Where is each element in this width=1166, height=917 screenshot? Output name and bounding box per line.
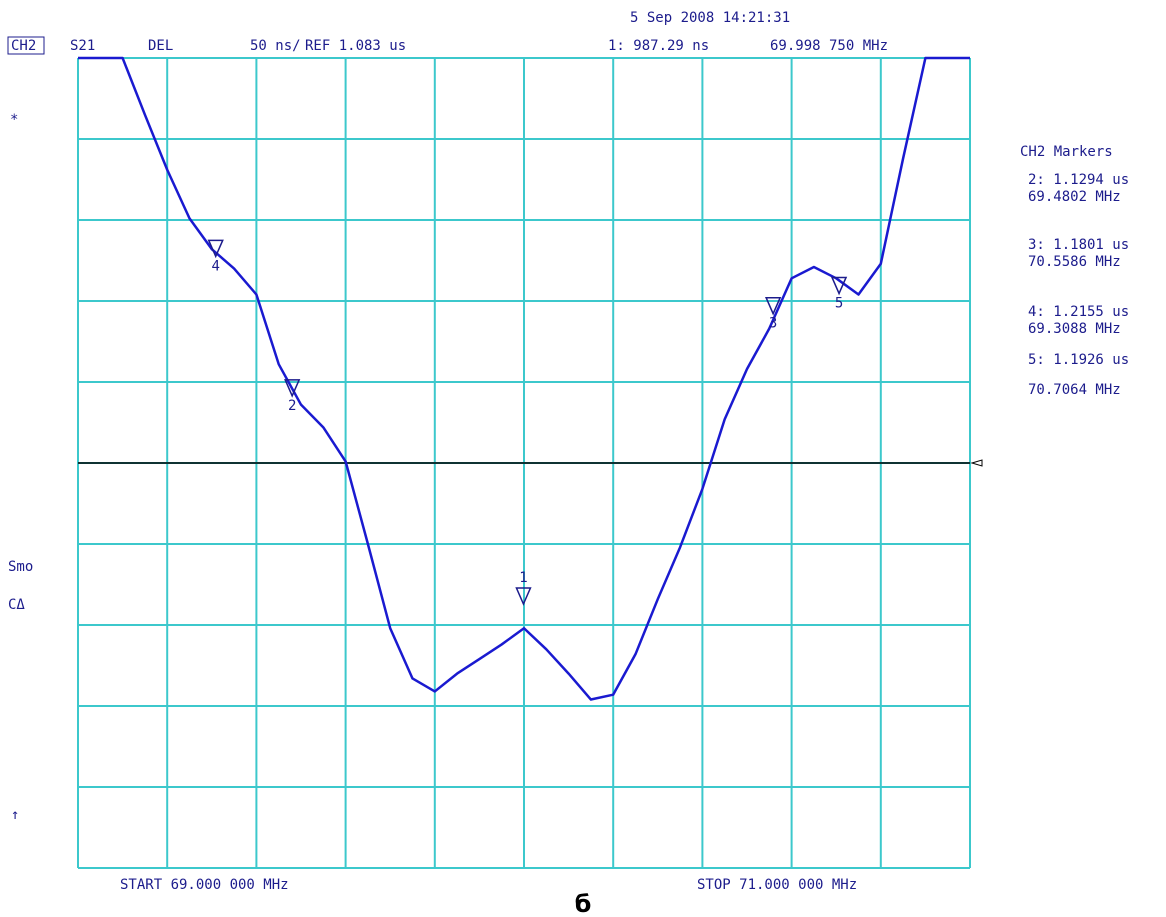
marker [515, 587, 532, 606]
marker [284, 379, 301, 398]
marker-entry: 2: 1.1294 us [1028, 172, 1129, 188]
marker [830, 276, 848, 296]
marker-entry-freq: 69.4802 MHz [1028, 189, 1121, 205]
caption: б [575, 890, 592, 917]
channel: CH2 [11, 38, 36, 54]
channel-box [7, 36, 45, 55]
parameter: S21 [70, 38, 95, 54]
marker-entry-freq: 69.3088 MHz [1028, 321, 1121, 337]
start: START 69.000 000 MHz [120, 877, 289, 893]
marker-label: 3 [769, 316, 777, 332]
marker-readout: 1: 987.29 ns [608, 38, 709, 54]
format: DEL [148, 38, 173, 54]
reference: REF 1.083 us [305, 38, 406, 54]
marker-entry: 5: 1.1926 us [1028, 352, 1129, 368]
marker-label: 1 [519, 570, 527, 586]
coupling: CΔ [8, 597, 25, 613]
marker-entry: 4: 1.2155 us [1028, 304, 1129, 320]
marker [207, 239, 224, 259]
marker-entry: 3: 1.1801 us [1028, 237, 1129, 253]
marker-entry-freq: 70.7064 MHz [1028, 382, 1121, 398]
marker-label: 4 [212, 258, 220, 274]
star: * [10, 112, 18, 128]
stop: STOP 71.000 000 MHz [697, 877, 857, 893]
trace [78, 56, 970, 701]
markers-title: CH2 Markers [1020, 144, 1113, 160]
marker-label: 5 [835, 295, 843, 311]
marker [764, 296, 782, 316]
scale: 50 ns/ [250, 38, 301, 54]
marker-freq: 69.998 750 MHz [770, 38, 888, 54]
marker-entry-freq: 70.5586 MHz [1028, 254, 1121, 270]
marker-label: 2 [288, 398, 296, 414]
arrow: ↑ [11, 807, 19, 823]
smoothing: Smo [8, 559, 33, 575]
reference-pointer [970, 459, 983, 467]
timestamp: 5 Sep 2008 14:21:31 [630, 10, 790, 26]
